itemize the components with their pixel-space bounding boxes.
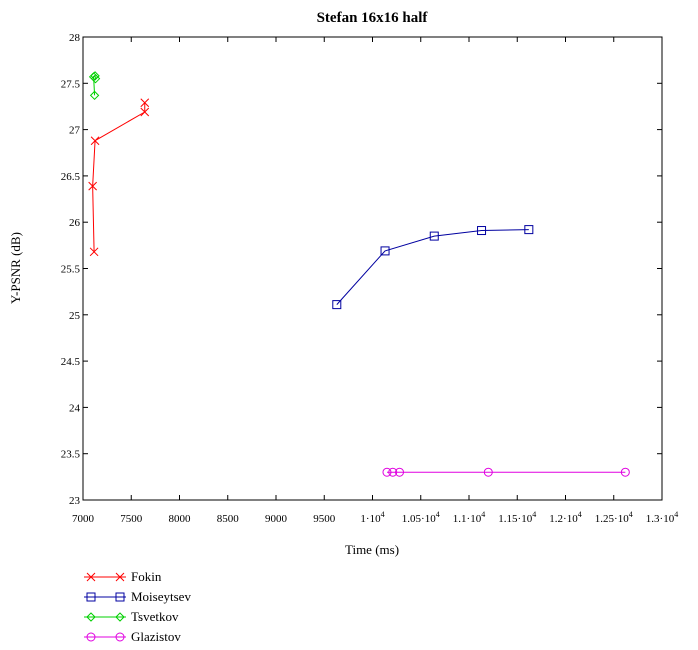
series-glazistov [382, 467, 630, 477]
x-tick-label-exponent: 4 [578, 510, 582, 519]
circle-marker [395, 467, 405, 477]
chart-title: Stefan 16x16 half [317, 10, 429, 26]
y-tick-label: 25 [69, 310, 81, 322]
square-marker [429, 231, 439, 241]
legend-label: Fokin [131, 569, 162, 584]
axis-ticks: 23 23.5 24 24.5 25 25.5 26 26.5 27 27.5 28 7000 7500… [61, 32, 678, 525]
diamond-marker [86, 612, 96, 622]
x-tick-label-base: 1.1·10 [453, 513, 482, 525]
x-tick-label-base: 7500 [120, 513, 143, 525]
y-tick-label: 27.5 [61, 78, 81, 90]
legend-item-tsvetkov: Tsvetkov [84, 609, 179, 624]
x-tick-label-base: 8500 [217, 513, 240, 525]
x-tick-label: 7000 [72, 513, 95, 525]
diamond-marker [90, 71, 100, 81]
x-marker [140, 98, 150, 108]
circle-marker [382, 467, 392, 477]
square-marker [332, 300, 342, 310]
x-tick-label-exponent: 4 [381, 510, 385, 519]
square-marker [524, 225, 534, 235]
y-tick-label: 27 [69, 125, 81, 137]
y-tick-label: 25.5 [61, 264, 81, 276]
legend-item-fokin: Fokin [84, 569, 162, 584]
x-tick-label-base: 1·10 [360, 513, 381, 525]
circle-marker [620, 467, 630, 477]
x-tick-label-base: 1.3·10 [646, 513, 675, 525]
legend-label: Glazistov [131, 629, 181, 644]
y-tick-label: 23 [69, 495, 81, 507]
square-marker [86, 592, 96, 602]
circle-marker [115, 632, 125, 642]
x-tick-label-base: 1.05·10 [402, 513, 436, 525]
x-tick-label-base: 1.25·10 [595, 513, 629, 525]
legend-label: Moiseytsev [131, 589, 191, 604]
x-tick-label: 1.1·104 [453, 510, 485, 525]
x-marker [90, 136, 100, 146]
y-tick-label: 26 [69, 217, 81, 229]
plot-frame [82, 36, 663, 501]
x-tick-label: 1·104 [360, 510, 384, 525]
x-marker [89, 247, 99, 257]
x-tick-label: 8500 [217, 513, 240, 525]
x-tick-label: 9500 [313, 513, 336, 525]
x-axis-label: Time (ms) [345, 542, 399, 557]
series-line [92, 102, 146, 252]
diamond-marker [90, 73, 101, 84]
legend-label: Tsvetkov [131, 609, 179, 624]
circle-marker [86, 632, 96, 642]
x-tick-label: 7500 [120, 513, 143, 525]
diamond-marker [89, 90, 100, 101]
diamond-marker [115, 612, 125, 622]
legend: Fokin Moiseytsev Tsvetkov Glazistov [84, 569, 191, 644]
x-tick-label-exponent: 4 [629, 510, 633, 519]
x-tick-label: 1.15·104 [498, 510, 536, 525]
x-marker [140, 107, 150, 117]
series-layer [88, 71, 630, 477]
y-tick-label: 24.5 [61, 356, 81, 368]
x-marker [88, 181, 98, 191]
x-tick-label-base: 9000 [265, 513, 288, 525]
series-moiseytsev [332, 225, 534, 310]
x-tick-label: 1.3·104 [646, 510, 678, 525]
x-tick-label: 8000 [169, 513, 192, 525]
x-tick-label: 9000 [265, 513, 288, 525]
x-tick-label-base: 1.15·10 [498, 513, 532, 525]
y-tick-label: 28 [69, 32, 81, 44]
circle-marker [483, 467, 493, 477]
x-tick-label-base: 9500 [313, 513, 336, 525]
x-tick-label-base: 1.2·10 [549, 513, 578, 525]
circle-marker [388, 467, 398, 477]
x-tick-label-base: 8000 [169, 513, 192, 525]
y-tick-label: 24 [69, 402, 81, 414]
y-axis-label: Y-PSNR (dB) [8, 232, 23, 304]
x-marker [86, 572, 96, 582]
series-fokin [88, 98, 150, 257]
x-tick-label-base: 7000 [72, 513, 95, 525]
series-line [336, 229, 529, 305]
x-tick-label-exponent: 4 [481, 510, 485, 519]
x-tick-label-exponent: 4 [532, 510, 536, 519]
series-tsvetkov [88, 71, 101, 101]
x-tick-label: 1.05·104 [402, 510, 440, 525]
x-tick-label-exponent: 4 [436, 510, 440, 519]
square-marker [115, 592, 125, 602]
x-marker [115, 572, 125, 582]
x-tick-label-exponent: 4 [674, 510, 678, 519]
x-tick-label: 1.25·104 [595, 510, 633, 525]
legend-item-glazistov: Glazistov [84, 629, 181, 644]
y-tick-label: 26.5 [61, 171, 81, 183]
square-marker [477, 226, 487, 236]
x-tick-label: 1.2·104 [549, 510, 581, 525]
legend-item-moiseytsev: Moiseytsev [84, 589, 191, 604]
square-marker [380, 246, 390, 256]
y-tick-label: 23.5 [61, 449, 81, 461]
